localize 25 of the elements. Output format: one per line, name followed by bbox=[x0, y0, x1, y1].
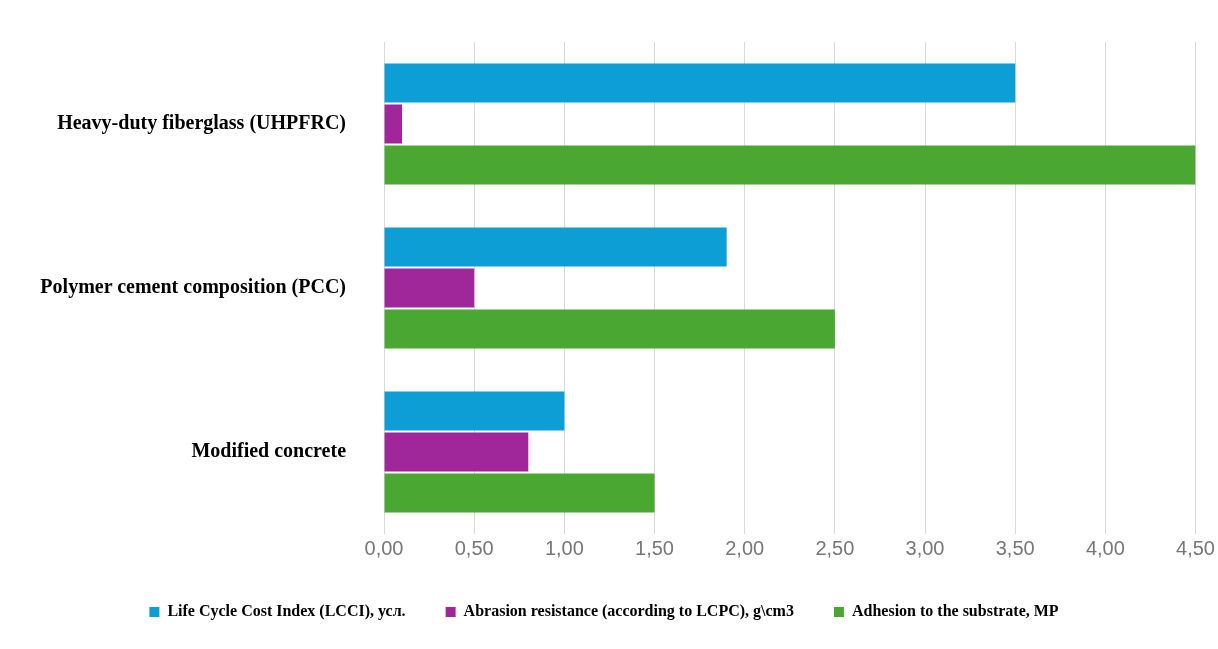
x-tick-label: 3,00 bbox=[905, 536, 945, 559]
x-tick-label: 1,00 bbox=[544, 536, 584, 559]
bar bbox=[384, 145, 1196, 185]
x-tick-label: 4,00 bbox=[1085, 536, 1125, 559]
x-tick-label: 3,50 bbox=[995, 536, 1035, 559]
legend-label: Life Cycle Cost Index (LCCI), усл. bbox=[167, 602, 406, 621]
x-tick-label: 2,50 bbox=[815, 536, 855, 559]
bar bbox=[384, 63, 1016, 103]
x-tick-label: 2,00 bbox=[725, 536, 765, 559]
bar bbox=[384, 268, 475, 308]
bar bbox=[384, 227, 727, 267]
x-tick-label: 1,50 bbox=[635, 536, 674, 559]
bar bbox=[384, 391, 565, 431]
bar bbox=[384, 309, 835, 349]
x-tick-label: 4,50 bbox=[1176, 536, 1216, 559]
legend-label: Adhesion to the substrate, MP bbox=[851, 602, 1059, 620]
bar bbox=[384, 104, 403, 144]
y-tick-label: Heavy-duty fiberglass (UHPFRC) bbox=[57, 111, 347, 135]
x-tick-label: 0,00 bbox=[364, 536, 404, 559]
bar bbox=[384, 432, 529, 472]
x-tick-label: 0,50 bbox=[454, 536, 494, 559]
legend-label: Abrasion resistance (according to LCPC), g\cm3 bbox=[463, 602, 794, 621]
y-tick-label: Modified concrete bbox=[191, 439, 347, 462]
bar bbox=[384, 473, 655, 513]
y-tick-label: Polymer cement composition (PCC) bbox=[40, 275, 347, 299]
